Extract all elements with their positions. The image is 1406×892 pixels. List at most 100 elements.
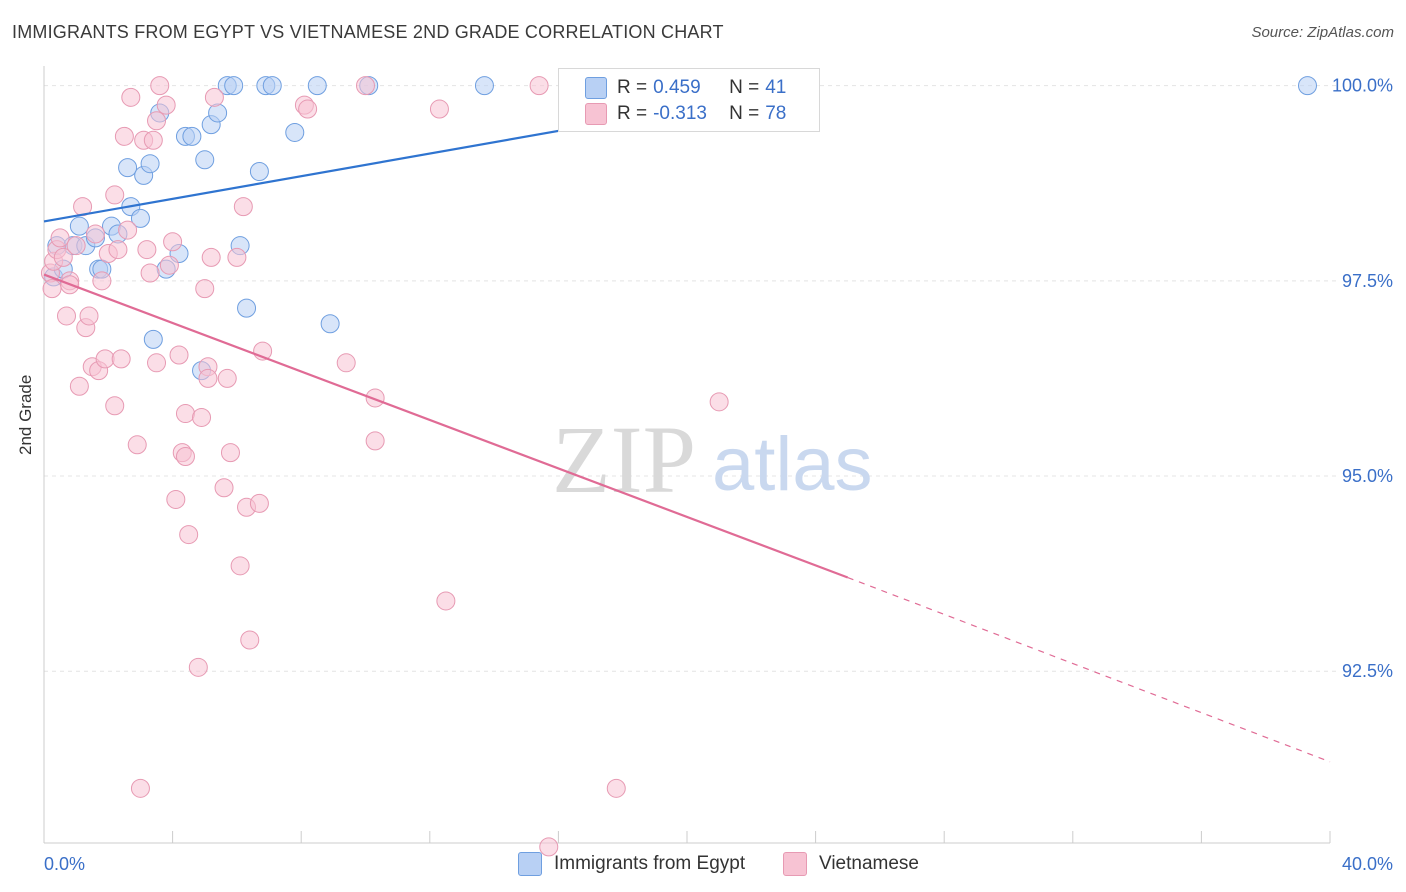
data-point — [606, 778, 626, 798]
data-point — [137, 240, 157, 260]
legend-n-label: N = — [729, 77, 760, 98]
data-point — [182, 126, 202, 146]
trend-line-extension — [847, 576, 1331, 763]
data-point — [336, 353, 356, 373]
y-axis-label: 2nd Grade — [16, 374, 35, 455]
data-point — [140, 154, 160, 174]
legend-r-label: R = — [617, 103, 648, 124]
data-point — [159, 255, 179, 275]
source-label: Source: ZipAtlas.com — [1251, 24, 1394, 41]
data-point — [233, 197, 253, 217]
data-point — [1297, 76, 1317, 96]
data-point — [66, 236, 86, 256]
data-point — [249, 162, 269, 182]
data-point — [201, 247, 221, 267]
data-point — [121, 87, 141, 107]
data-point — [188, 657, 208, 677]
data-point — [130, 778, 150, 798]
data-point — [42, 279, 62, 299]
data-point — [179, 525, 199, 545]
axes — [43, 66, 1331, 844]
data-point — [118, 158, 138, 178]
legend-swatch-pink — [585, 103, 607, 125]
data-point — [224, 76, 244, 96]
y-tick-label: 100.0% — [1332, 76, 1393, 96]
data-point — [92, 271, 112, 291]
bottom-legend-egypt: Immigrants from Egypt — [518, 852, 745, 876]
grid-lines — [44, 85, 1340, 672]
data-point — [156, 95, 176, 115]
y-tick-label: 92.5% — [1342, 661, 1393, 681]
data-point — [436, 591, 456, 611]
data-point — [85, 224, 105, 244]
data-point — [57, 306, 77, 326]
legend-n-value: 78 — [765, 103, 787, 124]
watermark-zip: ZIP — [552, 406, 696, 513]
data-point — [230, 556, 250, 576]
watermark: ZIP atlas — [552, 406, 873, 513]
data-point — [127, 435, 147, 455]
data-point — [709, 392, 729, 412]
data-point — [166, 489, 186, 509]
data-point — [298, 99, 318, 119]
legend-r-value: 0.459 — [653, 77, 701, 98]
legend-row-egypt: R = 0.459 N = 41 — [585, 76, 786, 100]
bottom-legend-label: Vietnamese — [819, 853, 919, 874]
data-point — [198, 368, 218, 388]
data-point — [140, 263, 160, 283]
legend-r-value: -0.313 — [653, 103, 707, 124]
data-point — [529, 76, 549, 96]
data-point — [240, 630, 260, 650]
data-point — [539, 837, 559, 857]
data-point — [227, 247, 247, 267]
data-point — [204, 87, 224, 107]
data-point — [111, 349, 131, 369]
data-point — [195, 150, 215, 170]
y-tick-label: 95.0% — [1342, 466, 1393, 486]
data-point — [356, 76, 375, 96]
tick-labels: 100.0% 97.5% 95.0% 92.5% 0.0% 40.0% — [44, 76, 1393, 874]
data-point — [143, 329, 163, 349]
data-point — [143, 130, 163, 150]
data-point — [175, 404, 195, 424]
watermark-atlas: atlas — [712, 422, 873, 507]
data-point — [237, 298, 257, 318]
bottom-legend-swatch-blue — [518, 852, 542, 876]
data-point — [307, 76, 327, 96]
chart-title: IMMIGRANTS FROM EGYPT VS VIETNAMESE 2ND … — [12, 22, 724, 42]
data-point — [249, 493, 269, 513]
series-vietnamese — [40, 76, 729, 857]
data-point — [192, 407, 212, 427]
data-point — [262, 76, 282, 96]
data-point — [147, 353, 167, 373]
legend-n-label: N = — [729, 103, 760, 124]
data-point — [150, 76, 170, 96]
data-point — [175, 447, 195, 466]
x-tick-label: 0.0% — [44, 854, 85, 874]
data-point — [95, 349, 115, 369]
data-point — [69, 376, 89, 396]
data-point — [214, 478, 234, 498]
data-point — [114, 126, 134, 146]
data-point — [69, 216, 89, 236]
data-point — [217, 368, 237, 388]
data-point — [53, 247, 73, 267]
data-point — [474, 76, 494, 96]
data-point — [118, 220, 138, 240]
data-point — [147, 111, 167, 131]
data-point — [79, 306, 99, 326]
data-point — [50, 228, 70, 248]
data-point — [365, 431, 385, 451]
data-point — [285, 122, 305, 142]
bottom-legend-vietnamese: Vietnamese — [783, 852, 919, 876]
data-point — [208, 103, 228, 123]
data-point — [195, 279, 215, 299]
bottom-legend-swatch-pink — [783, 852, 807, 876]
data-point — [220, 443, 240, 463]
data-point — [105, 396, 125, 416]
legend-n-value: 41 — [765, 77, 787, 98]
legend-swatch-blue — [585, 77, 607, 99]
data-point — [365, 388, 385, 408]
legend-r-label: R = — [617, 77, 648, 98]
